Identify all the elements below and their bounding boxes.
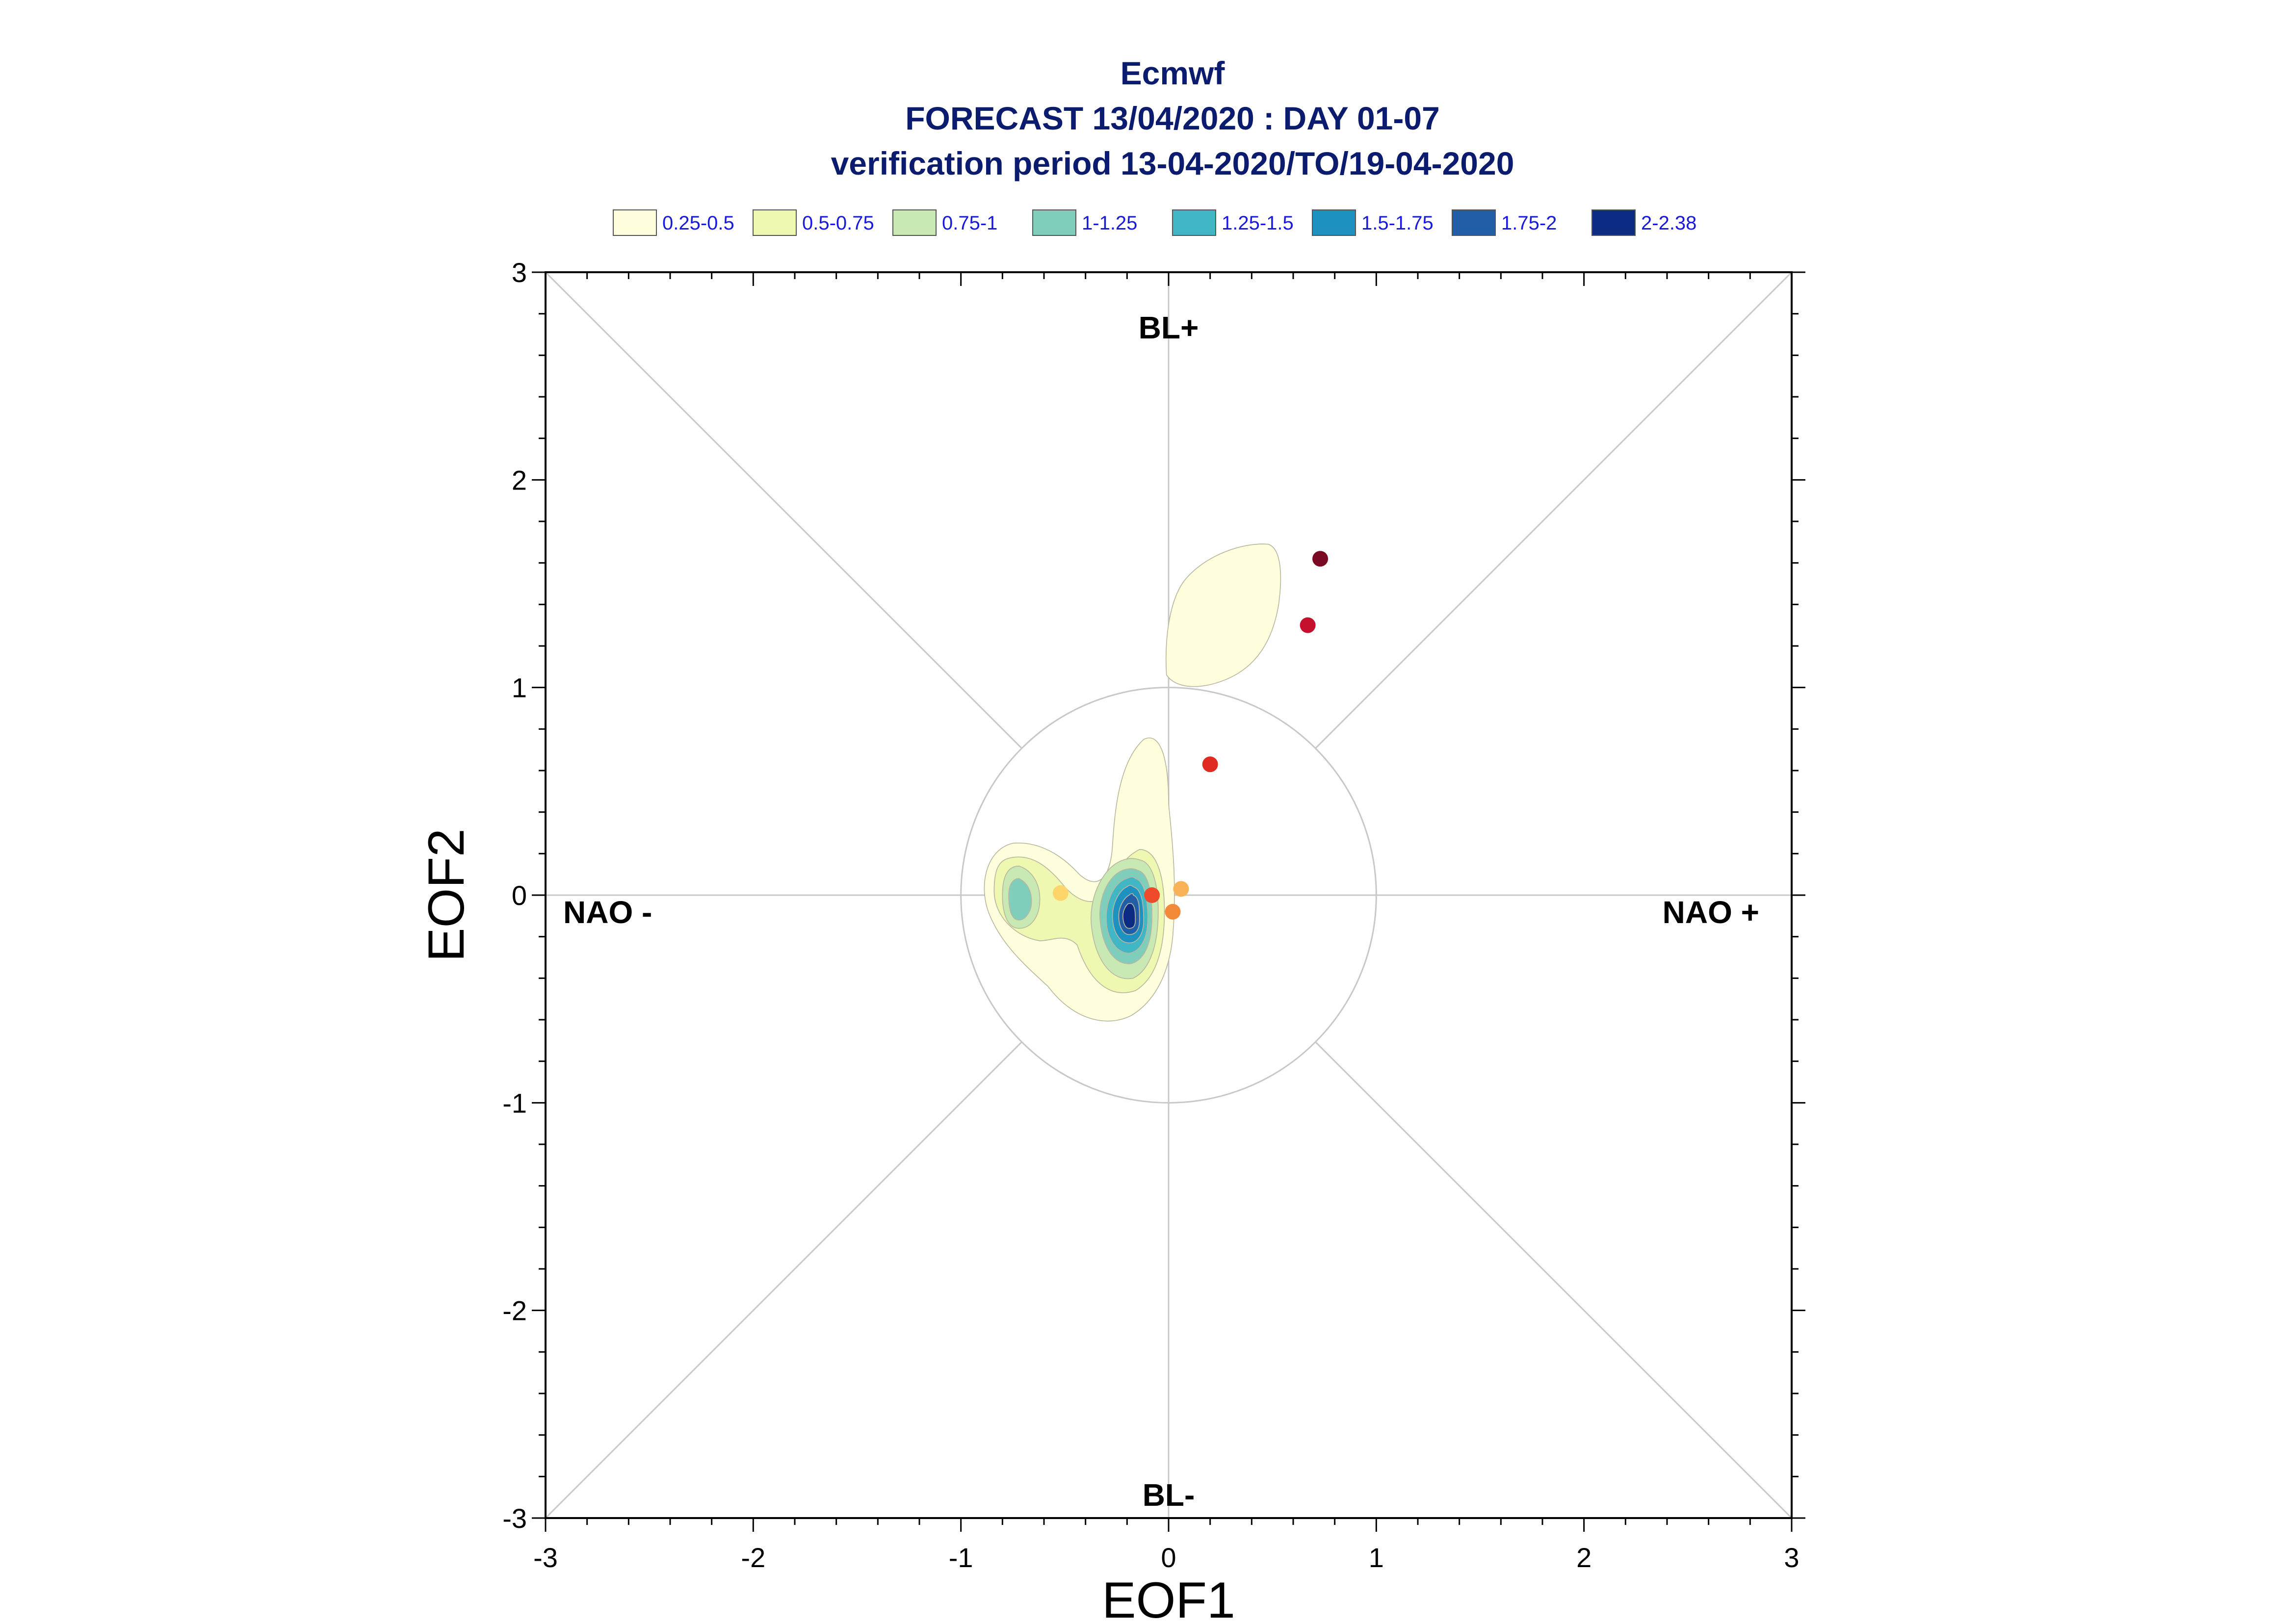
legend: 0.25-0.5 0.5-0.75 0.75-1 1-1.25 1.25-1.5 1.5-… <box>613 209 1696 236</box>
legend-label: 0.5-0.75 <box>802 212 874 234</box>
daily-point <box>1312 551 1329 567</box>
regime-label-bl-plus: BL+ <box>1139 310 1199 345</box>
y-tick-label: 0 <box>512 880 527 911</box>
diagonal-line-top-right <box>1315 272 1792 749</box>
legend-swatch <box>1312 209 1356 236</box>
legend-label: 1.75-2 <box>1501 212 1557 234</box>
legend-swatch <box>1172 209 1216 236</box>
x-tick-label: 0 <box>1161 1542 1176 1573</box>
legend-label: 0.75-1 <box>942 212 997 234</box>
chart-title-line-3: verification period 13-04-2020/TO/19-04-… <box>831 145 1514 181</box>
x-tick-label: 2 <box>1576 1542 1591 1573</box>
legend-label: 1-1.25 <box>1082 212 1137 234</box>
legend-swatch <box>1032 209 1076 236</box>
contour-level-8 <box>1122 903 1136 929</box>
unit-circle <box>960 687 1377 1104</box>
daily-point <box>1202 756 1218 773</box>
y-tick-label: 3 <box>512 257 527 288</box>
y-axis-title: EOF2 <box>418 828 475 962</box>
diagonal-line-bottom-right <box>1315 1041 1792 1518</box>
daily-point <box>1052 885 1069 901</box>
plot-area: BL+ BL- NAO - NAO + -3 -2 -1 0 1 2 3 -3 -2 -1 0 1 2 3 <box>502 257 1805 1573</box>
legend-swatch <box>1452 209 1496 236</box>
legend-label: 1.25-1.5 <box>1222 212 1294 234</box>
axis-ticks: -3 -2 -1 0 1 2 3 -3 -2 -1 0 1 2 3 <box>502 257 1805 1573</box>
diagonal-line-top-left <box>546 272 1022 749</box>
chart-title-line-2: FORECAST 13/04/2020 : DAY 01-07 <box>905 100 1440 136</box>
legend-label: 2-2.38 <box>1641 212 1696 234</box>
contour-level-4-left <box>1008 878 1032 921</box>
daily-point <box>1173 881 1189 897</box>
legend-swatch <box>892 209 937 236</box>
y-tick-label: 2 <box>512 464 527 495</box>
chart-title-line-1: Ecmwf <box>1121 55 1226 91</box>
legend-label: 1.5-1.75 <box>1361 212 1434 234</box>
legend-swatch <box>1591 209 1636 236</box>
legend-swatch <box>613 209 657 236</box>
x-axis-title: EOF1 <box>1102 1572 1235 1624</box>
regime-label-bl-minus: BL- <box>1143 1477 1195 1513</box>
regime-label-nao-minus: NAO - <box>563 895 652 930</box>
x-tick-label: -1 <box>949 1542 973 1573</box>
y-tick-label: -2 <box>502 1295 527 1326</box>
daily-point <box>1144 887 1160 903</box>
legend-swatch <box>753 209 797 236</box>
density-contours <box>984 543 1281 1022</box>
diagonal-line-bottom-left <box>546 1041 1022 1518</box>
y-tick-label: 1 <box>512 672 527 703</box>
legend-label: 0.25-0.5 <box>662 212 734 234</box>
contour-level-1-upper <box>1165 543 1281 687</box>
daily-point <box>1300 617 1316 633</box>
x-tick-label: -2 <box>741 1542 765 1573</box>
y-tick-label: -3 <box>502 1503 527 1534</box>
y-tick-label: -1 <box>502 1087 527 1118</box>
x-tick-label: 1 <box>1369 1542 1384 1573</box>
regime-label-nao-plus: NAO + <box>1663 895 1759 930</box>
x-tick-label: -3 <box>533 1542 558 1573</box>
x-tick-label: 3 <box>1784 1542 1799 1573</box>
daily-point <box>1165 903 1181 920</box>
daily-points <box>1052 551 1329 920</box>
